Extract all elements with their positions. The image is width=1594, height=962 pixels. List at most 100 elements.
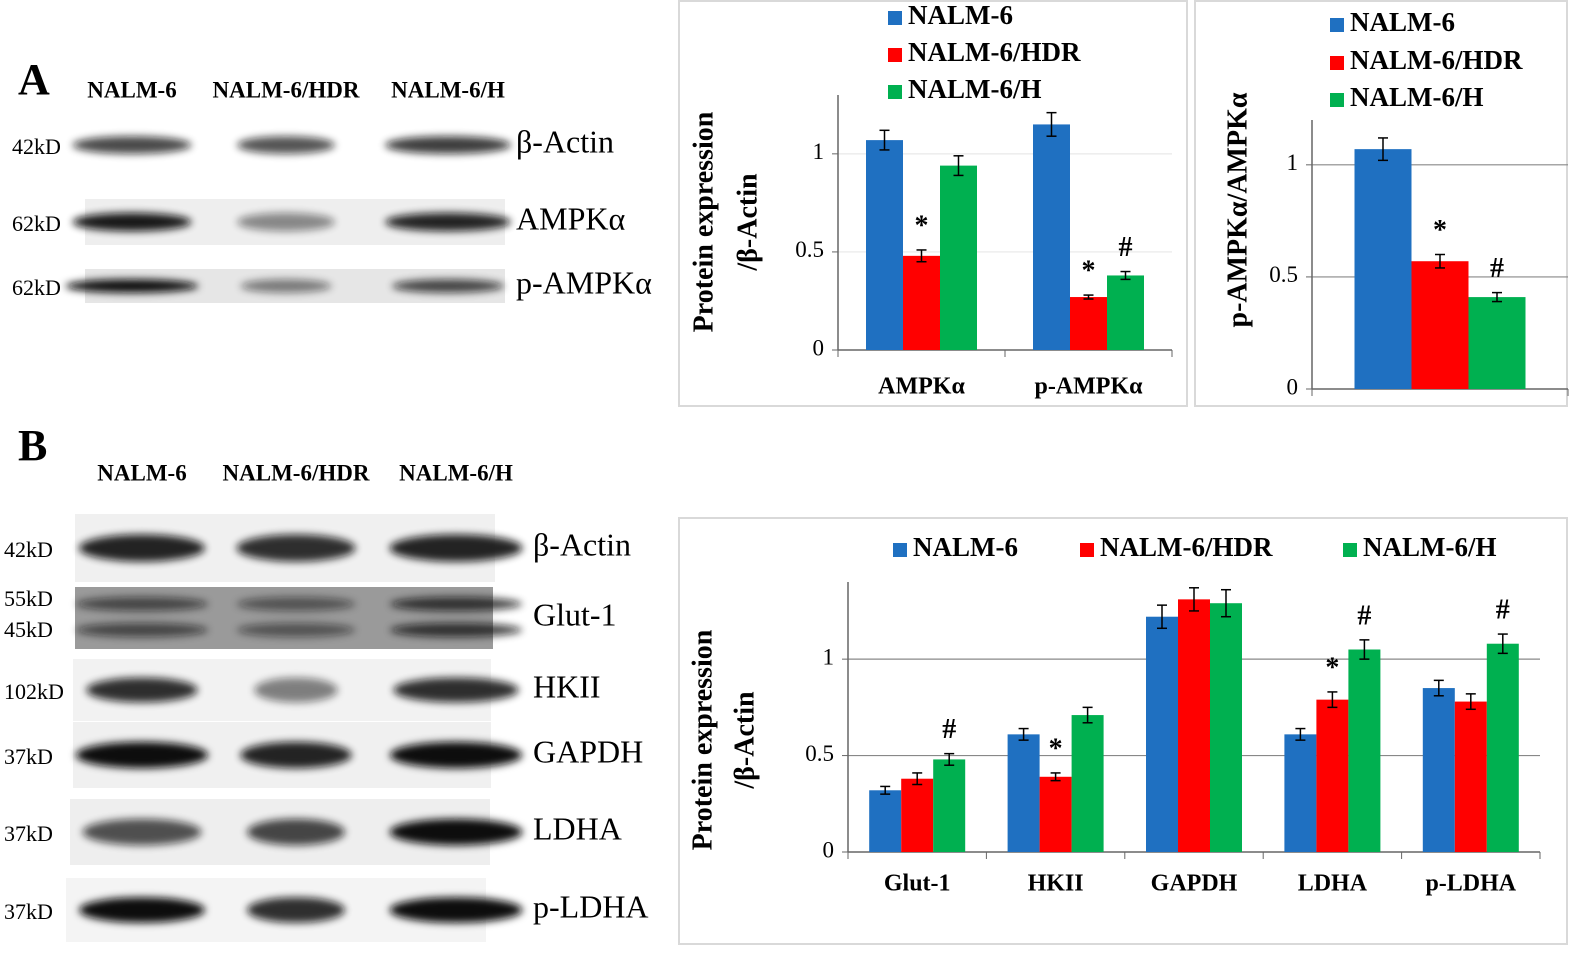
significance-mark: * bbox=[1049, 733, 1063, 764]
significance-mark: # bbox=[1490, 253, 1504, 284]
band-name: LDHA bbox=[533, 810, 622, 846]
legend-label: NALM-6 bbox=[1350, 7, 1455, 37]
significance-mark: * bbox=[1325, 652, 1339, 683]
lane-label: NALM-6 bbox=[87, 77, 176, 102]
x-tick-label: GAPDH bbox=[1151, 871, 1238, 897]
legend-swatch bbox=[1330, 93, 1344, 107]
bar bbox=[1146, 616, 1178, 852]
x-tick-label: p-LDHA bbox=[1425, 871, 1516, 897]
significance-mark: # bbox=[1496, 594, 1510, 625]
significance-mark: # bbox=[1119, 232, 1133, 263]
significance-mark: * bbox=[1433, 215, 1447, 246]
blot-band bbox=[75, 623, 209, 637]
panel-label: B bbox=[18, 421, 47, 470]
band-name: β-Actin bbox=[516, 123, 614, 159]
lane-label: NALM-6/HDR bbox=[223, 460, 370, 485]
legend-label: NALM-6/HDR bbox=[1100, 532, 1273, 562]
y-tick-label: 1 bbox=[823, 644, 835, 669]
blot-band bbox=[79, 897, 205, 923]
legend-swatch bbox=[1343, 543, 1357, 557]
blot-band bbox=[82, 818, 202, 846]
x-tick-label: LDHA bbox=[1298, 871, 1368, 897]
legend-label: NALM-6/H bbox=[908, 74, 1041, 104]
kd-label: 45kD bbox=[4, 617, 53, 642]
bar bbox=[1039, 776, 1072, 852]
bar bbox=[1070, 297, 1107, 350]
chart-frame bbox=[678, 0, 1188, 407]
y-axis-label: p-AMPKα/AMPKα bbox=[1222, 92, 1253, 327]
lane-label: NALM-6 bbox=[97, 460, 186, 485]
error-bar bbox=[1018, 727, 1029, 741]
bar bbox=[903, 255, 940, 350]
bar bbox=[940, 165, 977, 350]
blot-strip bbox=[75, 587, 493, 649]
blot-band bbox=[247, 897, 345, 923]
x-tick-label: AMPKα bbox=[878, 374, 965, 400]
error-bar bbox=[1046, 111, 1057, 137]
blot-band bbox=[389, 597, 523, 611]
blot-band bbox=[236, 597, 356, 611]
error-bar bbox=[912, 772, 923, 786]
error-bar bbox=[1050, 772, 1061, 782]
blot-band bbox=[385, 212, 511, 232]
blot-band bbox=[79, 534, 205, 562]
kd-label: 62kD bbox=[12, 211, 61, 236]
error-bar bbox=[1295, 727, 1306, 741]
lane-label: NALM-6/HDR bbox=[213, 77, 360, 102]
bar bbox=[1411, 261, 1469, 389]
y-tick-label: 0 bbox=[813, 335, 825, 360]
legend-swatch bbox=[1080, 543, 1094, 557]
y-tick-label: 1 bbox=[1287, 150, 1299, 175]
y-tick-label: 0.5 bbox=[805, 741, 834, 766]
kd-label: 55kD bbox=[4, 586, 53, 611]
significance-mark: * bbox=[1082, 255, 1096, 286]
y-tick-label: 0 bbox=[823, 837, 835, 862]
error-bar bbox=[944, 752, 955, 766]
blot-band bbox=[385, 136, 511, 154]
blot-band bbox=[236, 534, 356, 562]
kd-label: 42kD bbox=[12, 134, 61, 159]
blot-band bbox=[237, 212, 335, 232]
bar bbox=[1486, 643, 1519, 852]
legend-label: NALM-6/HDR bbox=[908, 37, 1081, 67]
band-name: Glut-1 bbox=[533, 596, 617, 632]
error-bar bbox=[1497, 633, 1508, 655]
error-bar bbox=[1433, 679, 1444, 697]
kd-label: 37kD bbox=[4, 821, 53, 846]
error-bar bbox=[1378, 137, 1388, 162]
y-axis-label: Protein expression bbox=[688, 111, 719, 332]
error-bar bbox=[1435, 253, 1445, 269]
bar bbox=[1422, 688, 1455, 852]
y-tick-label: 0 bbox=[1287, 374, 1299, 399]
blot-band bbox=[237, 136, 335, 154]
legend-label: NALM-6 bbox=[913, 532, 1018, 562]
legend-swatch bbox=[893, 543, 907, 557]
error-bar bbox=[916, 249, 927, 263]
error-bar bbox=[1083, 294, 1094, 300]
error-bar bbox=[880, 785, 891, 795]
bar bbox=[1316, 699, 1349, 852]
blot-band bbox=[389, 623, 523, 637]
band-name: GAPDH bbox=[533, 733, 643, 769]
legend-label: NALM-6/H bbox=[1350, 82, 1483, 112]
legend-swatch bbox=[888, 85, 902, 99]
error-bar bbox=[1157, 604, 1167, 630]
bar bbox=[1354, 149, 1412, 389]
bar bbox=[901, 778, 934, 852]
blot-band bbox=[247, 818, 345, 846]
band-name: AMPKα bbox=[516, 200, 625, 236]
error-bar bbox=[1492, 291, 1502, 303]
y-axis-label: Protein expression bbox=[687, 629, 718, 850]
blot-band bbox=[240, 741, 352, 769]
x-tick-label: Glut-1 bbox=[884, 871, 951, 897]
error-bar bbox=[1189, 587, 1199, 612]
bar bbox=[1107, 275, 1144, 350]
bar bbox=[1071, 715, 1104, 852]
blot-band bbox=[72, 212, 192, 232]
bar bbox=[1007, 734, 1040, 852]
kd-label: 37kD bbox=[4, 744, 53, 769]
bar bbox=[933, 759, 966, 852]
lane-label: NALM-6/H bbox=[391, 77, 505, 102]
error-bar bbox=[1465, 693, 1476, 711]
kd-label: 42kD bbox=[4, 537, 53, 562]
